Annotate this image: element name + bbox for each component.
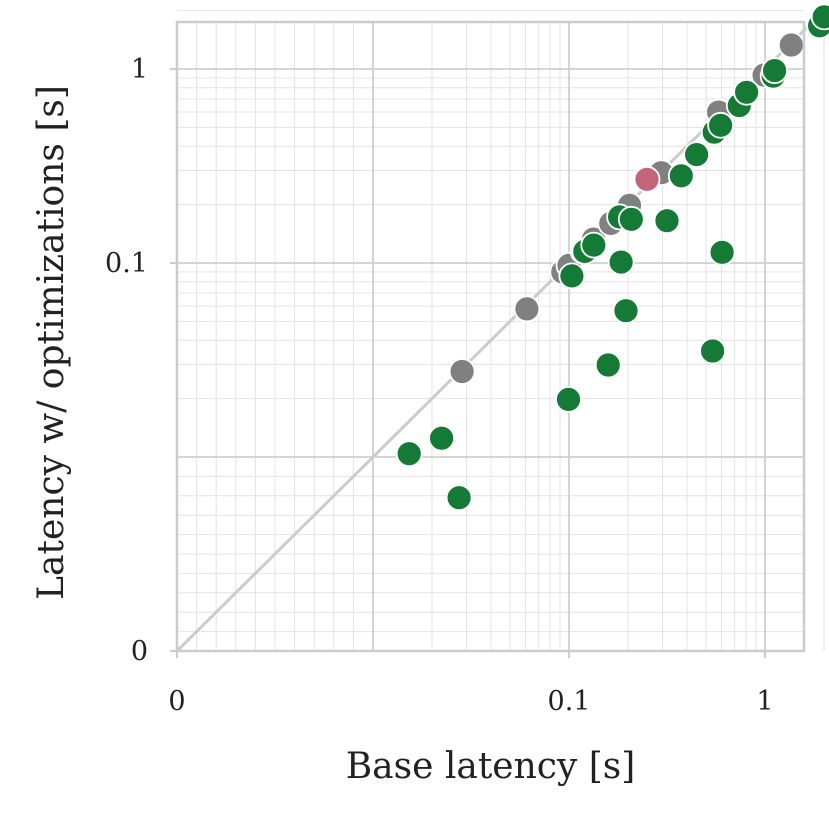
y-tick-label: 1 xyxy=(131,54,148,85)
data-point-faster xyxy=(761,57,788,84)
y-tick-label: 0 xyxy=(131,636,148,667)
data-point-faster xyxy=(580,231,608,259)
major-grid xyxy=(177,22,804,651)
data-point-faster xyxy=(733,78,760,106)
data-point-slower xyxy=(633,165,661,193)
y-axis-ticks: 00.1110 xyxy=(105,54,177,667)
data-point-faster xyxy=(607,248,635,276)
data-point-faster xyxy=(708,238,736,266)
data-point-faster xyxy=(667,162,695,190)
data-point-faster xyxy=(653,207,681,235)
x-tick-label: 0.1 xyxy=(548,686,591,717)
data-point-faster xyxy=(395,440,423,468)
data-point-faster xyxy=(445,484,473,512)
data-point-faster xyxy=(683,141,710,169)
data-point-faster xyxy=(428,424,456,452)
data-point-faster xyxy=(594,351,622,379)
x-tick-label: 1 xyxy=(756,686,773,717)
minor-grid xyxy=(177,10,825,651)
x-tick-label: 0 xyxy=(168,686,185,717)
data-point-same xyxy=(513,295,541,323)
x-axis-title: Base latency [s] xyxy=(346,746,636,787)
data-point-faster xyxy=(707,111,734,139)
plot-frame xyxy=(175,20,806,653)
data-points xyxy=(395,3,829,512)
y-axis-title: Latency w/ optimizations [s] xyxy=(31,85,72,600)
data-point-faster xyxy=(558,262,586,290)
x-axis-ticks: 00.1110 xyxy=(168,651,774,717)
data-point-same xyxy=(777,31,805,59)
data-point-faster xyxy=(699,337,726,365)
data-point-faster xyxy=(810,3,829,31)
data-point-same xyxy=(448,358,476,385)
y-tick-label: 0.1 xyxy=(105,248,148,279)
data-point-faster xyxy=(612,297,640,325)
data-point-faster xyxy=(617,205,645,233)
data-point-faster xyxy=(555,385,582,413)
